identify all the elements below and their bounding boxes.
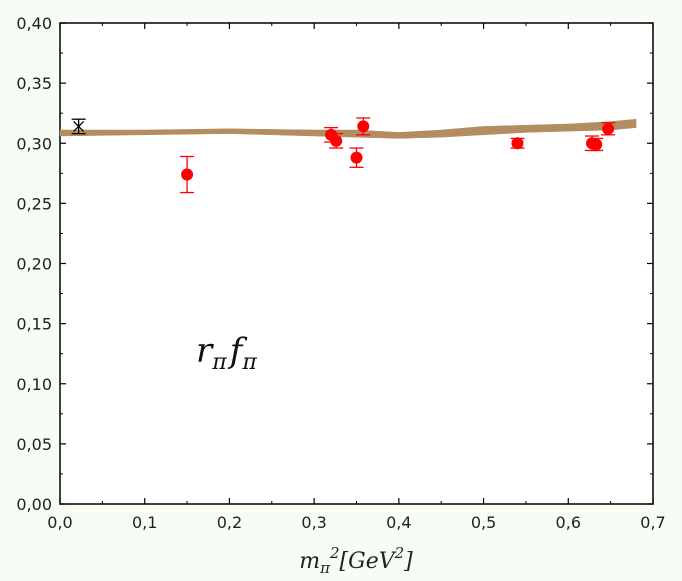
data-point (510, 137, 525, 150)
data-point (180, 155, 195, 194)
x-axis-title-unit: GeV (348, 549, 397, 574)
annotation-r: r (196, 331, 214, 371)
data-point (356, 117, 371, 136)
annotation-r-sub: π (211, 350, 227, 375)
data-point-marker (590, 138, 603, 151)
data-point-marker (330, 134, 343, 147)
x-tick-label: 0,5 (471, 513, 496, 532)
x-tick-label: 0,2 (217, 513, 242, 532)
y-tick-label: 0,40 (16, 14, 52, 33)
ticks-layer: 0,0 0,1 0,2 0,3 0,4 0,5 0,6 0,7 0,00 0,05 0,10 0,15… (16, 14, 665, 532)
x-axis-title-sup: 2 (329, 544, 340, 562)
y-tick-label: 0,05 (16, 435, 52, 454)
y-tick-label: 0,25 (16, 194, 52, 213)
x-tick-label: 0,3 (301, 513, 326, 532)
data-point (329, 132, 344, 149)
asterisk-stroke (73, 120, 85, 132)
y-tick-label: 0,10 (16, 375, 52, 394)
annotation-f-sub: π (241, 350, 257, 375)
x-axis-title-base: m (299, 549, 320, 574)
data-point (601, 122, 616, 136)
data-point (589, 137, 604, 152)
data-point-marker (350, 151, 363, 164)
y-tick-label: 0,15 (16, 315, 52, 334)
y-tick-label: 0,30 (16, 134, 52, 153)
fit-band-layer (59, 118, 637, 139)
x-axis-title-bracket-open: [ (340, 549, 349, 574)
data-point-marker (511, 137, 524, 150)
x-axis-title: mπ2[GeV2] (299, 544, 413, 577)
data-point (349, 147, 364, 168)
x-tick-label: 0,0 (47, 513, 72, 532)
data-point-marker (181, 168, 194, 181)
x-axis-title-unit-sup: 2 (394, 544, 405, 562)
y-tick-label: 0,20 (16, 255, 52, 274)
x-axis-title-bracket-close: ] (403, 549, 413, 574)
x-tick-label: 0,4 (386, 513, 411, 532)
data-point-marker (602, 122, 615, 135)
y-tick-label: 0,00 (16, 495, 52, 514)
fit-band (59, 118, 637, 139)
x-tick-label: 0,1 (132, 513, 157, 532)
x-tick-label: 0,7 (640, 513, 665, 532)
y-tick-label: 0,35 (16, 74, 52, 93)
physical-point (71, 118, 86, 135)
plot-area (59, 22, 654, 505)
data-point-marker (357, 120, 370, 133)
points-layer (71, 117, 616, 194)
x-axis-title-sub: π (319, 559, 331, 577)
x-tick-label: 0,6 (556, 513, 581, 532)
